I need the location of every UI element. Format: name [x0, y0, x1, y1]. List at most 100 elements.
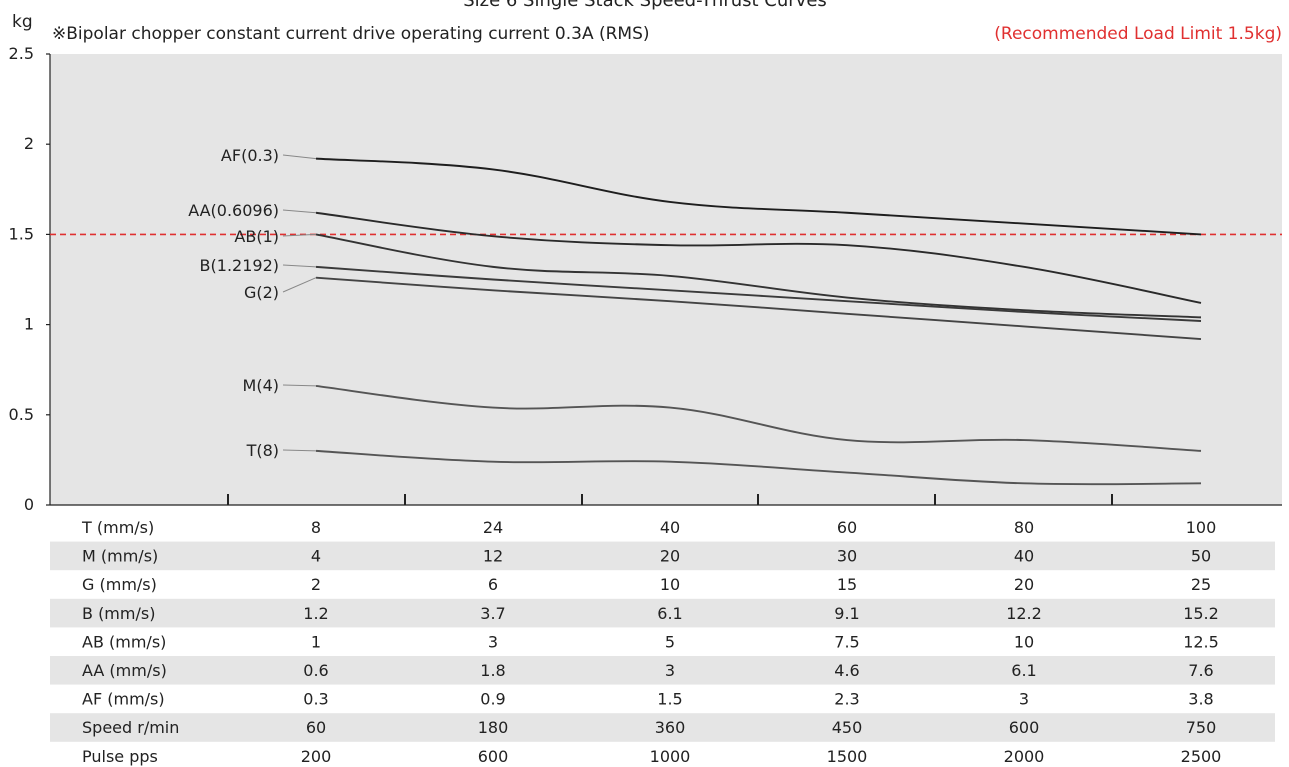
y-tick-label: 1.5: [9, 224, 34, 243]
series-line: [315, 157, 1202, 236]
table-cell: 0.6: [303, 661, 328, 680]
table-cell: 3.7: [480, 604, 505, 623]
series-label: AA(0.6096): [188, 201, 279, 220]
table-row-label: AB (mm/s): [82, 632, 166, 651]
table-cell: 4: [311, 547, 321, 566]
table-cell: 8: [311, 518, 321, 537]
table-cell: 7.6: [1188, 661, 1213, 680]
y-tick-label: 1: [24, 315, 34, 334]
chart-title: Size 6 Single Stack Speed-Thrust Curves: [463, 0, 827, 11]
series-label: M(4): [243, 376, 279, 395]
table-cell: 1.2: [303, 604, 328, 623]
table-cell: 1: [311, 632, 321, 651]
table-cell: 7.5: [834, 632, 859, 651]
series-label: G(2): [244, 283, 279, 302]
table-cell: 2: [311, 575, 321, 594]
plot-area: [50, 54, 1282, 505]
table-cell: 6: [488, 575, 498, 594]
series-leader-line: [282, 154, 317, 160]
series-line: [315, 449, 1202, 486]
table-row-band: [50, 656, 1275, 685]
table-cell: 12.5: [1183, 632, 1219, 651]
series-line: [315, 276, 1202, 340]
table-cell: 1.8: [480, 661, 505, 680]
table-cell: 750: [1186, 718, 1217, 737]
table-cell: 2.3: [834, 690, 859, 709]
series-line: [315, 233, 1202, 319]
table-cell: 40: [660, 518, 680, 537]
series-leader-line: [282, 384, 317, 387]
table-cell: 20: [660, 547, 680, 566]
table-cell: 50: [1191, 547, 1211, 566]
table-cell: 10: [1014, 632, 1034, 651]
table-cell: 1.5: [657, 690, 682, 709]
table-cell: 30: [837, 547, 857, 566]
table-cell: 600: [1009, 718, 1040, 737]
table-cell: 1500: [827, 747, 868, 766]
y-tick-label: 2: [24, 134, 34, 153]
table-cell: 100: [1186, 518, 1217, 537]
series-label: T(8): [246, 441, 279, 460]
table-cell: 450: [832, 718, 863, 737]
table-cell: 0.3: [303, 690, 328, 709]
table-cell: 60: [306, 718, 326, 737]
recommended-load-limit-note: (Recommended Load Limit 1.5kg): [994, 24, 1282, 44]
table-cell: 180: [478, 718, 509, 737]
series-leader-line: [282, 264, 317, 268]
series-label: AF(0.3): [221, 146, 279, 165]
table-row-label: Speed r/min: [82, 718, 179, 737]
table-cell: 20: [1014, 575, 1034, 594]
series-line: [315, 265, 1202, 322]
table-cell: 2000: [1004, 747, 1045, 766]
table-cell: 24: [483, 518, 503, 537]
table-row-label: M (mm/s): [82, 547, 158, 566]
table-row-label: T (mm/s): [81, 518, 154, 537]
table-cell: 1000: [650, 747, 691, 766]
table-cell: 40: [1014, 547, 1034, 566]
table-cell: 5: [665, 632, 675, 651]
series-line: [315, 211, 1202, 304]
table-cell: 360: [655, 718, 686, 737]
table-row-band: [50, 713, 1275, 742]
series-label: B(1.2192): [200, 256, 279, 275]
table-row-label: G (mm/s): [82, 575, 157, 594]
y-tick-label: 0.5: [9, 405, 34, 424]
table-cell: 600: [478, 747, 509, 766]
table-row-label: AF (mm/s): [82, 690, 165, 709]
table-cell: 10: [660, 575, 680, 594]
series-leader-line: [282, 277, 317, 293]
table-cell: 12.2: [1006, 604, 1042, 623]
table-cell: 6.1: [657, 604, 682, 623]
table-cell: 2500: [1181, 747, 1222, 766]
series-leader-line: [282, 449, 317, 452]
table-cell: 12: [483, 547, 503, 566]
table-cell: 25: [1191, 575, 1211, 594]
series-leader-line: [282, 209, 317, 214]
y-axis-unit-label: kg: [12, 12, 33, 32]
table-cell: 3: [1019, 690, 1029, 709]
table-cell: 15.2: [1183, 604, 1219, 623]
table-cell: 200: [301, 747, 332, 766]
table-row-label: AA (mm/s): [82, 661, 167, 680]
table-cell: 60: [837, 518, 857, 537]
table-cell: 9.1: [834, 604, 859, 623]
table-cell: 3: [488, 632, 498, 651]
table-cell: 80: [1014, 518, 1034, 537]
series-line: [315, 384, 1202, 452]
y-tick-label: 0: [24, 495, 34, 514]
table-row-band: [50, 541, 1275, 571]
table-cell: 4.6: [834, 661, 859, 680]
series-label: AB(1): [234, 227, 279, 246]
table-cell: 3: [665, 661, 675, 680]
table-cell: 6.1: [1011, 661, 1036, 680]
table-cell: 15: [837, 575, 857, 594]
chart-subtitle: ※Bipolar chopper constant current drive …: [52, 24, 650, 44]
table-row-label: Pulse pps: [82, 747, 158, 766]
table-cell: 3.8: [1188, 690, 1213, 709]
table-cell: 0.9: [480, 690, 505, 709]
table-row-band: [50, 598, 1275, 628]
series-leader-line: [282, 233, 317, 237]
y-tick-label: 2.5: [9, 44, 34, 63]
table-row-label: B (mm/s): [82, 604, 155, 623]
